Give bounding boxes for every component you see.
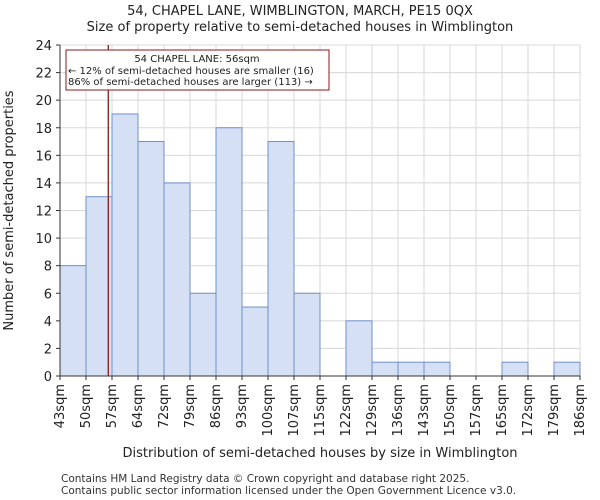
x-tick-label: 165sqm (495, 384, 510, 437)
y-axis-title: Number of semi-detached properties (2, 90, 17, 330)
x-tick-label: 136sqm (391, 384, 406, 437)
y-tick-label: 6 (44, 287, 52, 302)
x-tick-label: 93sqm (235, 384, 250, 428)
histogram-bar (267, 141, 295, 377)
histogram-bar (397, 361, 425, 377)
chart-subtitle: Size of property relative to semi-detach… (86, 20, 514, 35)
x-tick-label: 57sqm (105, 384, 120, 428)
x-tick-label: 172sqm (521, 384, 536, 437)
y-tick-label: 2 (44, 342, 52, 357)
histogram-bar (59, 265, 87, 377)
x-axis-title: Distribution of semi-detached houses by … (122, 446, 517, 461)
x-tick-label: 179sqm (547, 384, 562, 437)
x-tick-label: 43sqm (53, 384, 68, 428)
annotation-title: 54 CHAPEL LANE: 56sqm (134, 54, 259, 65)
x-tick-label: 100sqm (261, 384, 276, 437)
y-tick-label: 4 (44, 315, 52, 330)
footer-copyright: Contains HM Land Registry data © Crown c… (61, 473, 470, 485)
x-tick-label: 107sqm (287, 384, 302, 437)
y-tick-label: 20 (35, 94, 52, 109)
y-tick-label: 16 (35, 149, 52, 164)
x-tick-label: 143sqm (417, 384, 432, 437)
x-tick-label: 115sqm (313, 384, 328, 437)
annotation-box (65, 49, 330, 91)
y-tick-label: 24 (35, 39, 52, 54)
x-tick-label: 122sqm (339, 384, 354, 437)
y-tick-label: 8 (44, 260, 52, 275)
x-tick-label: 72sqm (157, 384, 172, 428)
histogram-bar (345, 320, 373, 377)
x-tick-label: 129sqm (365, 384, 380, 437)
histogram-bar (553, 361, 581, 377)
annotation-larger: 86% of semi-detached houses are larger (… (68, 77, 313, 88)
y-tick-label: 22 (35, 67, 52, 82)
y-tick-label: 18 (35, 122, 52, 137)
y-tick-label: 14 (35, 177, 52, 192)
histogram-bar (189, 292, 217, 377)
y-tick-label: 0 (44, 370, 52, 385)
y-tick-label: 12 (35, 205, 52, 220)
histogram-bar (371, 361, 399, 377)
x-tick-label: 50sqm (79, 384, 94, 428)
histogram-bar (423, 361, 451, 377)
x-tick-label: 86sqm (209, 384, 224, 428)
x-tick-label: 157sqm (469, 384, 484, 437)
x-tick-label: 186sqm (573, 384, 588, 437)
x-tick-label: 150sqm (443, 384, 458, 437)
histogram-bar (137, 141, 165, 377)
x-tick-label: 64sqm (131, 384, 146, 428)
annotation-smaller: ← 12% of semi-detached houses are smalle… (68, 66, 314, 77)
x-tick-label: 79sqm (183, 384, 198, 428)
histogram-bar (241, 306, 269, 377)
histogram-bar (215, 127, 243, 377)
y-tick-label: 10 (35, 232, 52, 247)
histogram-bar (501, 361, 529, 377)
histogram-bar (163, 182, 191, 377)
histogram-bar (293, 292, 321, 377)
chart-title: 54, CHAPEL LANE, WIMBLINGTON, MARCH, PE1… (127, 4, 473, 19)
histogram-bar (111, 113, 139, 377)
footer-licence: Contains public sector information licen… (61, 485, 517, 497)
